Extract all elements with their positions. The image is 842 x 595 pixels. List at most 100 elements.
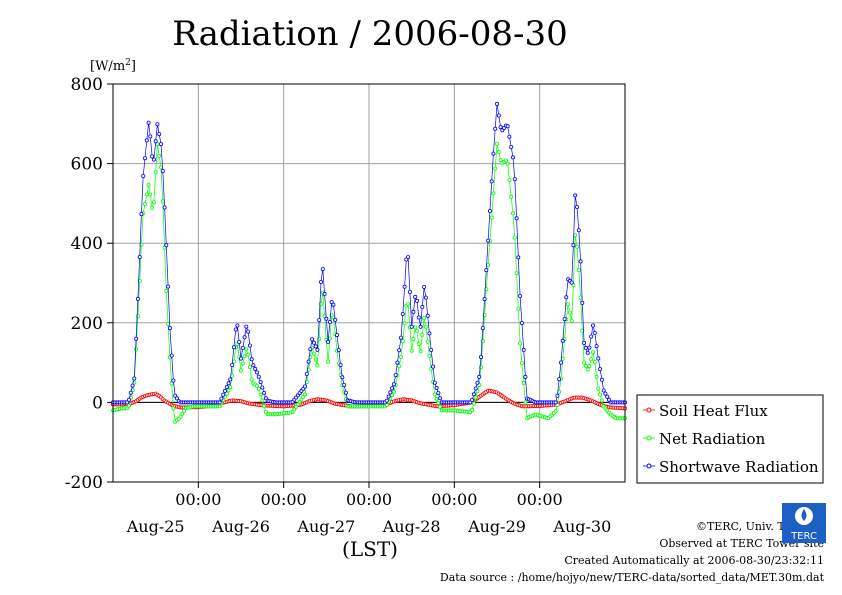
data-point <box>505 124 510 129</box>
data-point <box>311 351 316 356</box>
data-point <box>406 255 411 260</box>
data-point <box>127 397 132 402</box>
data-point <box>240 345 245 350</box>
data-point <box>436 391 441 396</box>
data-point <box>253 366 258 371</box>
data-point <box>420 304 425 309</box>
data-point <box>418 349 423 354</box>
data-point <box>333 317 338 322</box>
data-point <box>491 151 496 156</box>
data-point <box>135 296 140 301</box>
data-point <box>125 406 130 411</box>
data-point <box>166 284 171 289</box>
data-point <box>411 309 416 314</box>
data-point <box>167 326 172 331</box>
data-point <box>134 336 139 341</box>
data-point <box>226 381 231 386</box>
data-point <box>498 125 503 130</box>
data-point <box>607 397 612 402</box>
data-point <box>516 255 521 260</box>
data-point <box>391 382 396 387</box>
data-point <box>180 411 185 416</box>
data-point <box>260 398 265 403</box>
x-tick-label: 00:00 <box>517 490 563 509</box>
data-point <box>576 228 581 233</box>
data-point <box>128 390 133 395</box>
data-point <box>434 396 439 401</box>
data-point <box>254 383 259 388</box>
data-point <box>171 406 176 411</box>
data-point <box>302 384 307 389</box>
data-point <box>598 392 603 397</box>
data-point <box>217 400 222 405</box>
data-point <box>242 335 247 340</box>
data-point <box>311 340 316 345</box>
data-point <box>315 347 320 352</box>
data-point <box>146 120 151 125</box>
data-point <box>302 392 307 397</box>
data-point <box>489 179 494 184</box>
data-point <box>423 324 428 329</box>
data-point <box>391 389 396 394</box>
data-point <box>164 288 169 293</box>
data-point <box>507 134 512 139</box>
data-point <box>313 344 318 349</box>
data-point <box>146 182 151 187</box>
data-point <box>148 192 153 197</box>
data-point <box>470 398 475 403</box>
data-point <box>414 328 419 333</box>
data-point <box>599 377 604 382</box>
data-point <box>315 363 320 368</box>
data-point <box>393 372 398 377</box>
data-point <box>414 298 419 303</box>
x-day-label: Aug-25 <box>126 517 185 536</box>
data-point <box>141 173 146 178</box>
copyright-text: ©TERC, Univ. Tsukuba <box>695 520 824 533</box>
data-point <box>512 235 517 240</box>
data-point <box>432 380 437 385</box>
data-point <box>398 354 403 359</box>
x-tick-label: 00:00 <box>431 490 477 509</box>
data-point <box>575 204 580 209</box>
data-point <box>242 354 247 359</box>
data-point <box>418 324 423 329</box>
data-point <box>601 388 606 393</box>
data-point <box>127 403 132 408</box>
legend-label: Shortwave Radiation <box>659 458 819 476</box>
data-point <box>219 396 224 401</box>
data-point <box>510 211 515 216</box>
data-point <box>390 393 395 398</box>
data-point <box>591 350 596 355</box>
data-point <box>153 170 158 175</box>
data-point <box>139 242 144 247</box>
x-day-label: Aug-29 <box>467 517 526 536</box>
data-point <box>397 348 402 353</box>
data-point <box>587 364 592 369</box>
data-point <box>247 343 252 348</box>
x-day-label: Aug-27 <box>296 517 355 536</box>
x-axis-label: (LST) <box>342 537 398 561</box>
data-point <box>585 367 590 372</box>
data-point <box>507 178 512 183</box>
data-point <box>326 359 331 364</box>
data-point <box>155 122 160 127</box>
x-day-label: Aug-30 <box>552 517 611 536</box>
data-point <box>596 356 601 361</box>
data-point <box>438 404 443 409</box>
data-point <box>583 345 588 350</box>
data-point <box>591 323 596 328</box>
data-point <box>473 395 478 400</box>
data-point <box>425 339 430 344</box>
data-point <box>477 374 482 379</box>
data-point <box>422 284 427 289</box>
data-point <box>400 339 405 344</box>
data-point <box>480 326 485 331</box>
data-point <box>567 310 572 315</box>
data-point <box>226 388 231 393</box>
data-point <box>592 330 597 335</box>
data-point <box>516 306 521 311</box>
data-point <box>155 142 160 147</box>
data-point <box>343 390 348 395</box>
data-point <box>160 168 165 173</box>
legend-swatch-marker <box>646 407 652 413</box>
